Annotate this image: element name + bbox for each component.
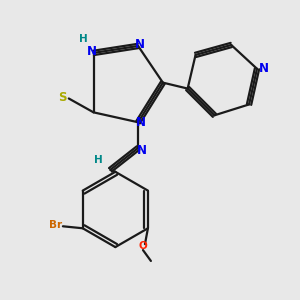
Text: N: N [136,116,146,129]
Text: N: N [135,38,145,52]
Text: H: H [94,155,103,165]
Text: N: N [259,62,269,75]
Text: N: N [137,145,147,158]
Text: N: N [86,45,97,58]
Text: H: H [79,34,88,44]
Text: S: S [58,91,67,104]
Text: Br: Br [50,220,62,230]
Text: O: O [139,241,147,251]
